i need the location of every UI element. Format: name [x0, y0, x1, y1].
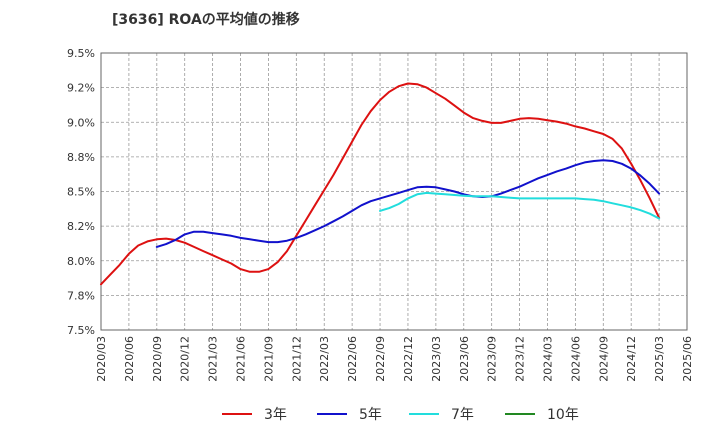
x-tick-label: 2023/03: [430, 336, 443, 382]
series-lines: [100, 82, 661, 286]
series-line-3年: [100, 82, 661, 286]
x-axis-ticks: 2020/03 2020/06 2020/09 2020/12 2021/03 2021/…: [95, 336, 694, 382]
x-tick-label: 2022/06: [346, 336, 359, 382]
series-line-5年: [155, 159, 661, 248]
legend-label: 10年: [547, 407, 579, 423]
legend: 3年 5年 7年 10年: [222, 407, 579, 423]
x-tick-label: 2022/03: [318, 336, 331, 382]
y-tick-label: 8.8%: [67, 151, 95, 164]
x-tick-label: 2025/06: [681, 336, 694, 382]
y-tick-label: 8.2%: [67, 220, 95, 233]
series-line-7年: [379, 191, 661, 220]
chart-title: [3636] ROAの平均値の推移: [112, 11, 300, 28]
x-tick-label: 2022/12: [402, 336, 415, 382]
y-tick-label: 7.8%: [67, 289, 95, 302]
x-tick-label: 2024/09: [597, 336, 610, 382]
x-tick-label: 2023/06: [458, 336, 471, 382]
x-tick-label: 2020/09: [151, 336, 164, 382]
x-tick-label: 2021/09: [262, 336, 275, 382]
y-axis-ticks: 7.5% 7.8% 8.0% 8.2% 8.5% 8.8% 9.0% 9.2% 9.5%: [67, 47, 95, 337]
y-tick-label: 9.0%: [67, 116, 95, 129]
legend-label: 7年: [451, 407, 474, 423]
x-tick-label: 2021/12: [290, 336, 303, 382]
y-tick-label: 9.5%: [67, 47, 95, 60]
plot-frame: [100, 52, 688, 331]
x-tick-label: 2025/03: [653, 336, 666, 382]
y-tick-label: 8.0%: [67, 255, 95, 268]
x-tick-label: 2023/09: [486, 336, 499, 382]
x-tick-label: 2020/03: [95, 336, 108, 382]
x-tick-label: 2021/03: [207, 336, 220, 382]
legend-label: 5年: [359, 407, 382, 423]
y-tick-label: 7.5%: [67, 324, 95, 337]
x-tick-label: 2024/03: [541, 336, 554, 382]
legend-label: 3年: [264, 407, 287, 423]
x-tick-label: 2021/06: [235, 336, 248, 382]
y-tick-label: 8.5%: [67, 186, 95, 199]
x-tick-label: 2024/12: [625, 336, 638, 382]
x-tick-label: 2023/12: [514, 336, 527, 382]
y-tick-label: 9.2%: [67, 82, 95, 95]
x-tick-label: 2020/12: [179, 336, 192, 382]
x-tick-label: 2024/06: [569, 336, 582, 382]
x-tick-label: 2022/09: [374, 336, 387, 382]
x-tick-label: 2020/06: [123, 336, 136, 382]
grid: [100, 52, 688, 331]
